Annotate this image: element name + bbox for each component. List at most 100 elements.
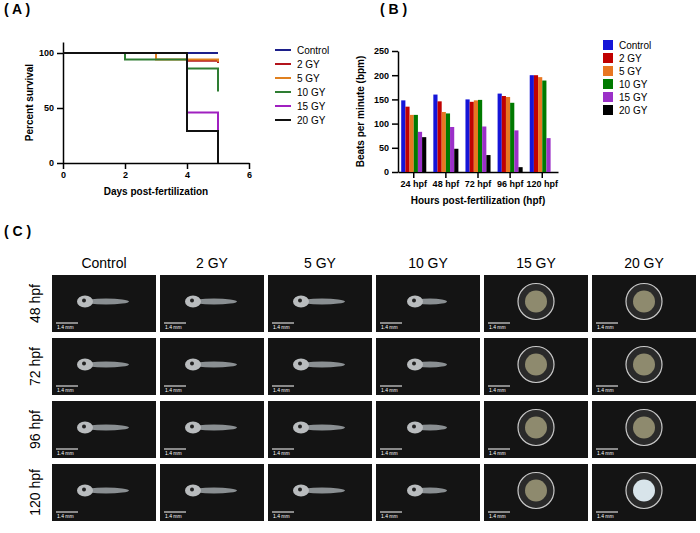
bar: [422, 137, 426, 172]
larva-eye: [190, 299, 194, 303]
egg: [626, 347, 662, 383]
image-background: [160, 464, 264, 521]
tick: 4: [185, 163, 190, 180]
scale-bar-label: 1.4 mm: [165, 324, 182, 330]
column-header: 10 GY: [408, 255, 448, 271]
tick-label: 50: [44, 103, 54, 113]
image-cell: 1.4 mm: [160, 338, 264, 395]
image-cell: 1.4 mm: [268, 338, 372, 395]
scale-bar-label: 1.4 mm: [273, 324, 290, 330]
embryo: [525, 354, 547, 376]
larva-eye: [412, 488, 416, 492]
survival-line: [63, 53, 218, 63]
bar: [450, 127, 454, 172]
larva-eye: [82, 299, 86, 303]
embryo: [633, 291, 655, 313]
image-background: [268, 338, 372, 395]
larva-eye: [190, 362, 194, 366]
scale-bar-label: 1.4 mm: [57, 513, 74, 519]
tick-label: 250: [374, 46, 389, 56]
tick-mark: [392, 99, 398, 101]
bar: [478, 100, 482, 172]
image-background: [268, 464, 372, 521]
y-axis-title: Beats per minute (bpm): [355, 56, 366, 168]
axis: 0246: [61, 163, 252, 180]
chart-survival: ( A )0246050100Days post-fertilizationPe…: [4, 1, 329, 197]
bar: [454, 149, 458, 172]
image-background: [484, 401, 588, 458]
legend-swatch: [603, 105, 613, 115]
tick-mark: [445, 172, 447, 178]
image-cell: 1.4 mm: [592, 464, 696, 521]
tick: 24 hpf: [400, 172, 428, 189]
scale-bar-label: 1.4 mm: [381, 450, 398, 456]
tick-label: 100: [374, 119, 389, 129]
scale-bar-label: 1.4 mm: [489, 450, 506, 456]
tick-mark: [57, 163, 63, 165]
larva-head: [293, 422, 309, 434]
tick: 0: [49, 158, 63, 168]
image-cell: 1.4 mm: [268, 464, 372, 521]
plot-area: [63, 53, 218, 163]
image-background: [376, 464, 480, 521]
legend-swatch: [603, 92, 613, 102]
scale-bar-label: 1.4 mm: [597, 450, 614, 456]
legend-swatch: [275, 91, 291, 93]
column-header: 5 GY: [304, 255, 337, 271]
tick-mark: [413, 172, 415, 178]
larva-head: [185, 359, 201, 371]
axis-line: [398, 52, 400, 173]
tick: 120 hpf: [526, 172, 559, 189]
row-header: 96 hpf: [27, 410, 43, 449]
legend-swatch: [603, 79, 613, 89]
tick: 150: [374, 95, 398, 105]
image-cell: 1.4 mm: [52, 275, 156, 332]
image-cell: 1.4 mm: [484, 275, 588, 332]
larva-head: [77, 485, 93, 497]
tick-label: 0: [384, 167, 389, 177]
tick-mark: [392, 123, 398, 125]
legend-label: 5 GY: [619, 66, 642, 77]
embryo: [525, 480, 547, 502]
image-cell: 1.4 mm: [268, 401, 372, 458]
larva-head: [185, 485, 201, 497]
scale-bar-label: 1.4 mm: [57, 324, 74, 330]
bar: [486, 155, 490, 172]
egg: [626, 473, 662, 509]
larva-eye: [298, 488, 302, 492]
scale-bar-label: 1.4 mm: [381, 387, 398, 393]
larva-eye: [298, 299, 302, 303]
image-cell: 1.4 mm: [52, 464, 156, 521]
image-cell: 1.4 mm: [484, 338, 588, 395]
legend-swatch: [275, 49, 291, 51]
tick-mark: [125, 163, 127, 169]
tick: 250: [374, 46, 398, 56]
tick-label: 72 hpf: [465, 179, 493, 189]
scale-bar-label: 1.4 mm: [57, 387, 74, 393]
image-background: [592, 275, 696, 332]
legend: Control2 GY5 GY10 GY15 GY20 GY: [603, 40, 651, 116]
image-background: [484, 464, 588, 521]
tick-mark: [57, 108, 63, 110]
x-axis-title: Hours post-fertilization (hpf): [411, 195, 545, 206]
image-background: [484, 275, 588, 332]
larva-eye: [82, 425, 86, 429]
egg: [626, 284, 662, 320]
larva-eye: [190, 425, 194, 429]
image-background: [160, 338, 264, 395]
tick-label: 24 hpf: [400, 179, 428, 189]
larva-eye: [82, 362, 86, 366]
panel-label: ( B ): [380, 1, 407, 17]
larva-head: [77, 296, 93, 308]
image-background: [592, 338, 696, 395]
scale-bar-label: 1.4 mm: [165, 513, 182, 519]
bar: [433, 95, 437, 172]
column-header: Control: [81, 255, 126, 271]
scale-bar-label: 1.4 mm: [489, 387, 506, 393]
axis-line: [64, 163, 250, 165]
image-background: [484, 338, 588, 395]
legend-label: 15 GY: [297, 101, 326, 112]
tick-mark: [392, 75, 398, 77]
embryo: [633, 354, 655, 376]
tick: 0: [61, 163, 66, 180]
